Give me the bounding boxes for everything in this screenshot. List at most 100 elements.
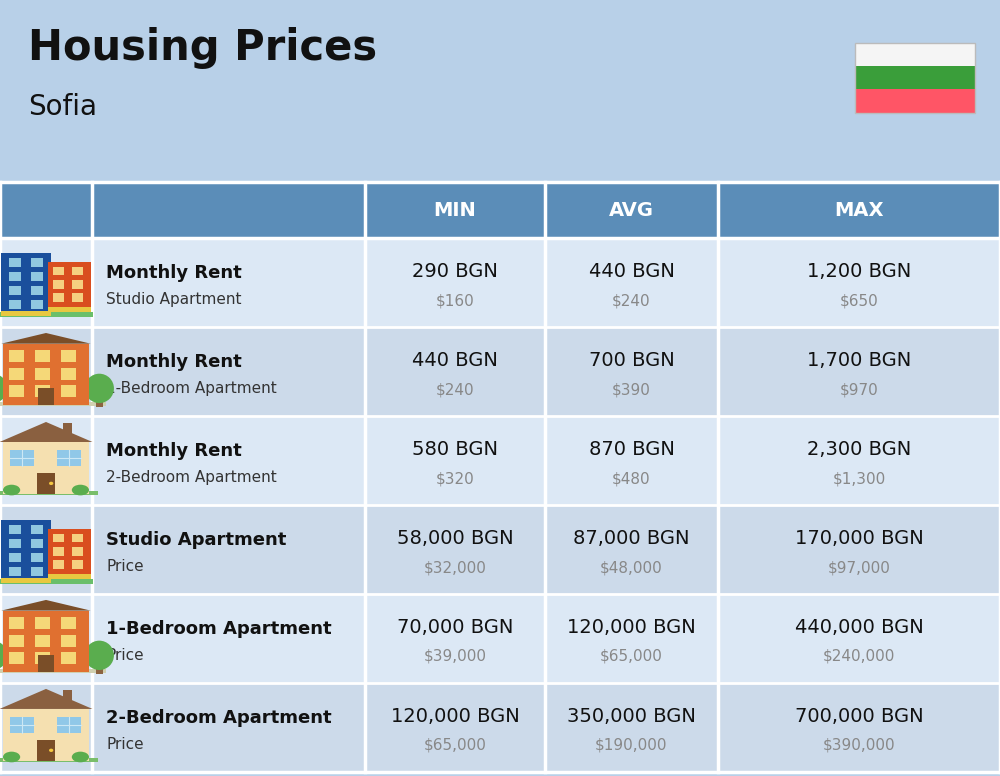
Text: $970: $970 [840, 382, 878, 397]
Bar [48, 307, 91, 312]
Bar [72, 293, 83, 302]
Bar [31, 525, 43, 535]
Bar [63, 424, 72, 438]
Text: Monthly Rent: Monthly Rent [106, 352, 242, 371]
Bar [0, 490, 98, 495]
Bar [9, 300, 21, 310]
Bar [53, 280, 64, 289]
Text: Sofia: Sofia [28, 93, 97, 121]
Text: 2-Bedroom Apartment: 2-Bedroom Apartment [106, 470, 277, 485]
Text: $1,300: $1,300 [832, 471, 886, 486]
Text: 350,000 BGN: 350,000 BGN [567, 707, 696, 726]
Text: 440 BGN: 440 BGN [589, 262, 674, 282]
Text: 440 BGN: 440 BGN [412, 352, 498, 370]
Text: 120,000 BGN: 120,000 BGN [567, 618, 696, 637]
Text: 1,200 BGN: 1,200 BGN [807, 262, 911, 282]
Bar [9, 286, 21, 296]
Text: MAX: MAX [834, 201, 884, 220]
Text: 1-Bedroom Apartment: 1-Bedroom Apartment [106, 381, 277, 397]
Bar [9, 258, 21, 268]
Bar [31, 272, 43, 282]
Bar [35, 652, 50, 664]
Bar [48, 573, 91, 579]
Ellipse shape [85, 641, 114, 670]
Bar [35, 635, 50, 646]
Text: Studio Apartment: Studio Apartment [106, 531, 286, 549]
Bar [9, 368, 24, 379]
Bar [1, 310, 51, 316]
Text: 87,000 BGN: 87,000 BGN [573, 529, 690, 549]
Bar [855, 89, 975, 113]
Bar [48, 262, 91, 312]
Ellipse shape [0, 374, 7, 403]
Bar [855, 43, 975, 66]
Bar [0, 505, 1000, 594]
Bar [53, 560, 64, 569]
Bar [0, 683, 1000, 772]
Text: $240: $240 [436, 382, 474, 397]
Text: $65,000: $65,000 [600, 649, 663, 664]
Text: 700,000 BGN: 700,000 BGN [795, 707, 923, 726]
Bar [35, 617, 50, 629]
Bar [0, 757, 98, 762]
Bar [3, 442, 89, 494]
Circle shape [49, 482, 53, 485]
Bar [0, 669, 106, 674]
Bar [855, 66, 975, 89]
Bar [9, 272, 21, 282]
Text: 2,300 BGN: 2,300 BGN [807, 440, 911, 459]
Text: Housing Prices: Housing Prices [28, 27, 377, 69]
Polygon shape [0, 422, 92, 442]
Text: $48,000: $48,000 [600, 560, 663, 575]
Bar [1, 253, 51, 316]
Text: $65,000: $65,000 [424, 738, 486, 753]
Text: Monthly Rent: Monthly Rent [106, 264, 242, 282]
Text: $190,000: $190,000 [595, 738, 668, 753]
Text: $39,000: $39,000 [424, 649, 486, 664]
Bar [0, 402, 106, 407]
Bar [72, 534, 83, 542]
Bar [0, 594, 1000, 683]
Polygon shape [1, 600, 91, 611]
Bar [63, 691, 72, 705]
Bar [61, 652, 76, 664]
Bar [9, 525, 21, 535]
Bar [31, 567, 43, 577]
Bar [9, 567, 21, 577]
Bar [9, 617, 24, 629]
Bar [9, 385, 24, 397]
Polygon shape [1, 333, 91, 344]
Bar [9, 539, 21, 549]
Bar [1, 520, 51, 583]
Bar [31, 300, 43, 310]
Text: 440,000 BGN: 440,000 BGN [795, 618, 923, 637]
Bar [0, 579, 93, 584]
Bar [57, 450, 81, 466]
Text: Price: Price [106, 648, 144, 663]
Bar [1, 577, 51, 583]
Text: $650: $650 [840, 293, 878, 308]
Bar [9, 350, 24, 362]
Bar [3, 611, 89, 672]
Text: $97,000: $97,000 [828, 560, 890, 575]
Text: $32,000: $32,000 [424, 560, 486, 575]
Text: MIN: MIN [434, 201, 476, 220]
Bar [72, 547, 83, 556]
Bar [10, 717, 34, 733]
Ellipse shape [3, 752, 20, 762]
Text: 2-Bedroom Apartment: 2-Bedroom Apartment [106, 708, 332, 726]
Bar [61, 385, 76, 397]
Bar [0, 327, 1000, 416]
Bar [855, 43, 975, 113]
Ellipse shape [0, 641, 7, 670]
Circle shape [49, 749, 53, 752]
Bar [35, 368, 50, 379]
Bar [35, 385, 50, 397]
Text: 700 BGN: 700 BGN [589, 352, 674, 370]
Bar [38, 655, 54, 672]
Ellipse shape [85, 374, 114, 403]
Bar [9, 553, 21, 563]
Bar [0, 416, 1000, 505]
Text: 70,000 BGN: 70,000 BGN [397, 618, 513, 637]
Bar [35, 350, 50, 362]
